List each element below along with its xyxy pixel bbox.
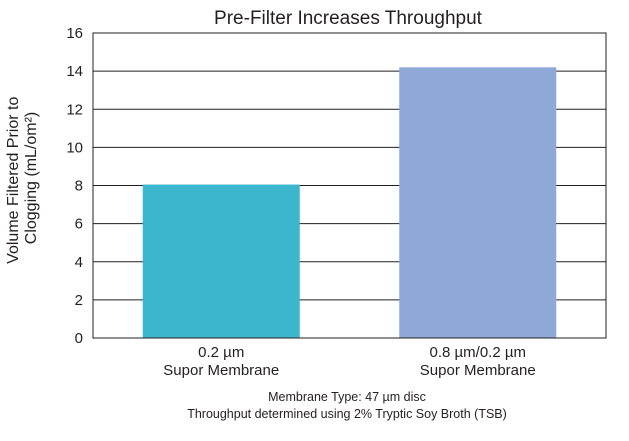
throughput-method-note: Throughput determined using 2% Tryptic S…	[187, 407, 507, 421]
y-tick-label: 12	[66, 101, 83, 118]
x-category-label-line: Supor Membrane	[163, 362, 279, 379]
bar	[399, 67, 557, 338]
y-tick-label: 6	[75, 216, 83, 233]
membrane-type-note: Membrane Type: 47 µm disc	[268, 390, 426, 404]
y-axis-label-line-1: Volume Filtered Prior to	[5, 97, 22, 264]
y-tick-label: 14	[66, 63, 83, 80]
x-category-label-line: Supor Membrane	[420, 362, 536, 379]
x-category-label: 0.8 µm/0.2 µm Supor Membrane	[420, 344, 536, 379]
y-tick-label: 8	[75, 178, 83, 195]
y-tick-label: 10	[66, 139, 83, 156]
y-tick-label: 4	[75, 254, 83, 271]
y-tick-labels: 0 2 4 6 8 10 12 14 16	[66, 25, 83, 347]
bars	[142, 67, 557, 338]
x-category-label-line: 0.8 µm/0.2 µm	[430, 344, 526, 361]
chart-title: Pre-Filter Increases Throughput	[214, 8, 483, 29]
y-axis-label: Volume Filtered Prior to Clogging (mL/om…	[5, 92, 40, 264]
bar	[142, 184, 300, 338]
plot-frame	[92, 32, 607, 339]
x-category-label-line: 0.2 µm	[198, 344, 244, 361]
y-axis-label-line-2: Clogging (mL/om²)	[23, 112, 40, 244]
x-category-label: 0.2 µm Supor Membrane	[163, 344, 279, 379]
y-tick-label: 0	[75, 330, 83, 347]
y-tick-label: 2	[75, 292, 83, 309]
y-tick-label: 16	[66, 25, 83, 42]
